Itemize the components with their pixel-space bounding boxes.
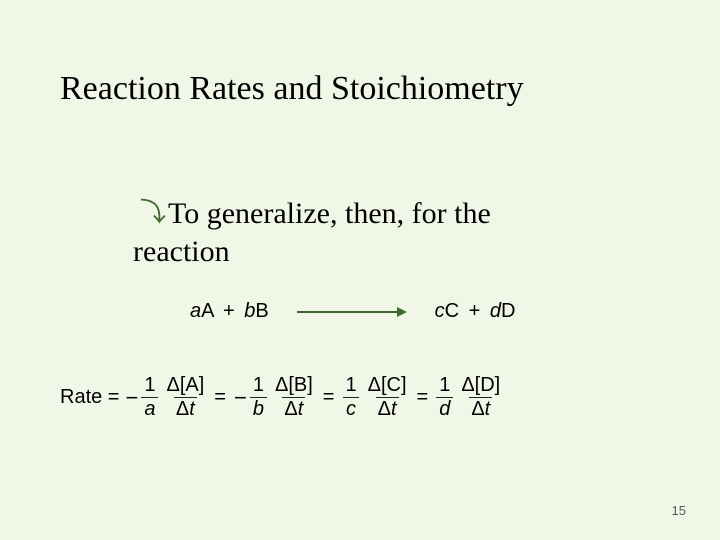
coeff-a: a <box>190 300 201 322</box>
slide-title: Reaction Rates and Stoichiometry <box>60 70 524 108</box>
denom-dt-b: Δt <box>282 397 305 420</box>
numer-dD: Δ[D] <box>459 375 502 397</box>
rate-equation: Rate = − 1 a Δ[A] Δt = − 1 b Δ[B] Δt = 1… <box>60 375 502 420</box>
numer-1-d: 1 <box>436 375 453 397</box>
equals-3: = <box>409 386 437 409</box>
frac-1-over-a: 1 a <box>141 375 158 420</box>
frac-dC-dt: Δ[C] Δt <box>366 375 409 420</box>
minus-1: − <box>119 385 141 411</box>
species-C: C <box>445 300 459 322</box>
bullet-row: ⤵ To generalize, then, for the reaction <box>140 195 491 271</box>
species-B: B <box>255 300 268 322</box>
bullet-icon: ⤵ <box>140 195 166 229</box>
frac-dB-dt: Δ[B] Δt <box>273 375 315 420</box>
plus-2: + <box>465 300 485 322</box>
frac-dD-dt: Δ[D] Δt <box>459 375 502 420</box>
numer-dA: Δ[A] <box>164 375 206 397</box>
slide: Reaction Rates and Stoichiometry ⤵ To ge… <box>0 0 720 540</box>
minus-2: − <box>234 385 250 411</box>
bullet-line-1: To generalize, then, for the <box>168 197 491 230</box>
reaction-lhs: aA + bB <box>190 300 269 323</box>
denom-dt-c: Δt <box>376 397 399 420</box>
numer-1-c: 1 <box>342 375 359 397</box>
bullet-text: To generalize, then, for the reaction <box>168 195 491 271</box>
reaction-rhs: cC + dD <box>435 300 516 323</box>
denom-b: b <box>250 397 267 420</box>
species-A: A <box>201 300 213 322</box>
numer-dB: Δ[B] <box>273 375 315 397</box>
denom-c: c <box>343 397 359 420</box>
denom-d: d <box>436 397 453 420</box>
equals-1: = <box>206 386 234 409</box>
denom-dt-a: Δt <box>174 397 197 420</box>
species-D: D <box>501 300 515 322</box>
reaction-arrow-icon <box>297 305 407 319</box>
frac-dA-dt: Δ[A] Δt <box>164 375 206 420</box>
frac-1-over-b: 1 b <box>250 375 267 420</box>
coeff-c: c <box>435 300 445 322</box>
page-number: 15 <box>672 503 686 518</box>
plus-1: + <box>219 300 239 322</box>
numer-1-b: 1 <box>250 375 267 397</box>
coeff-d: d <box>490 300 501 322</box>
numer-1-a: 1 <box>141 375 158 397</box>
rate-label: Rate = <box>60 386 119 409</box>
denom-a: a <box>141 397 158 420</box>
frac-1-over-c: 1 c <box>342 375 359 420</box>
numer-dC: Δ[C] <box>366 375 409 397</box>
frac-1-over-d: 1 d <box>436 375 453 420</box>
coeff-b: b <box>244 300 255 322</box>
reaction-equation: aA + bB cC + dD <box>190 300 516 323</box>
bullet-line-2: reaction <box>133 233 230 271</box>
denom-dt-d: Δt <box>469 397 492 420</box>
equals-2: = <box>315 386 343 409</box>
